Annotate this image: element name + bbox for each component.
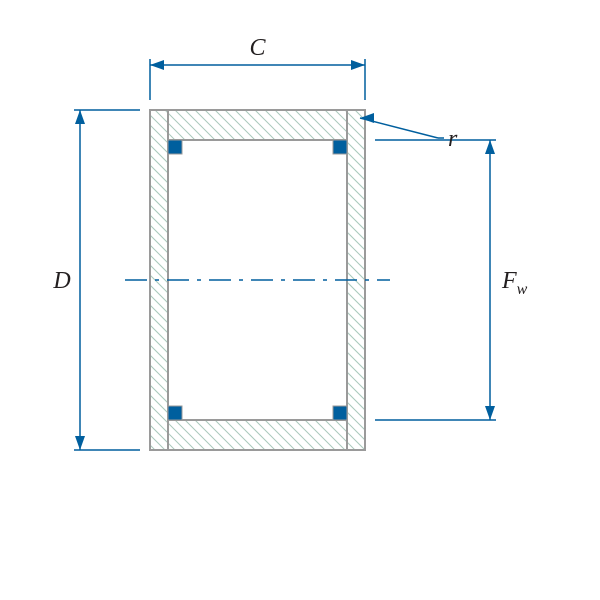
label-c: C xyxy=(249,35,266,61)
label-r: r xyxy=(448,126,458,152)
label-d: D xyxy=(52,268,70,294)
label-fw: Fw xyxy=(501,268,528,298)
bearing-cross-section-diagram: C D r Fw xyxy=(0,0,600,600)
